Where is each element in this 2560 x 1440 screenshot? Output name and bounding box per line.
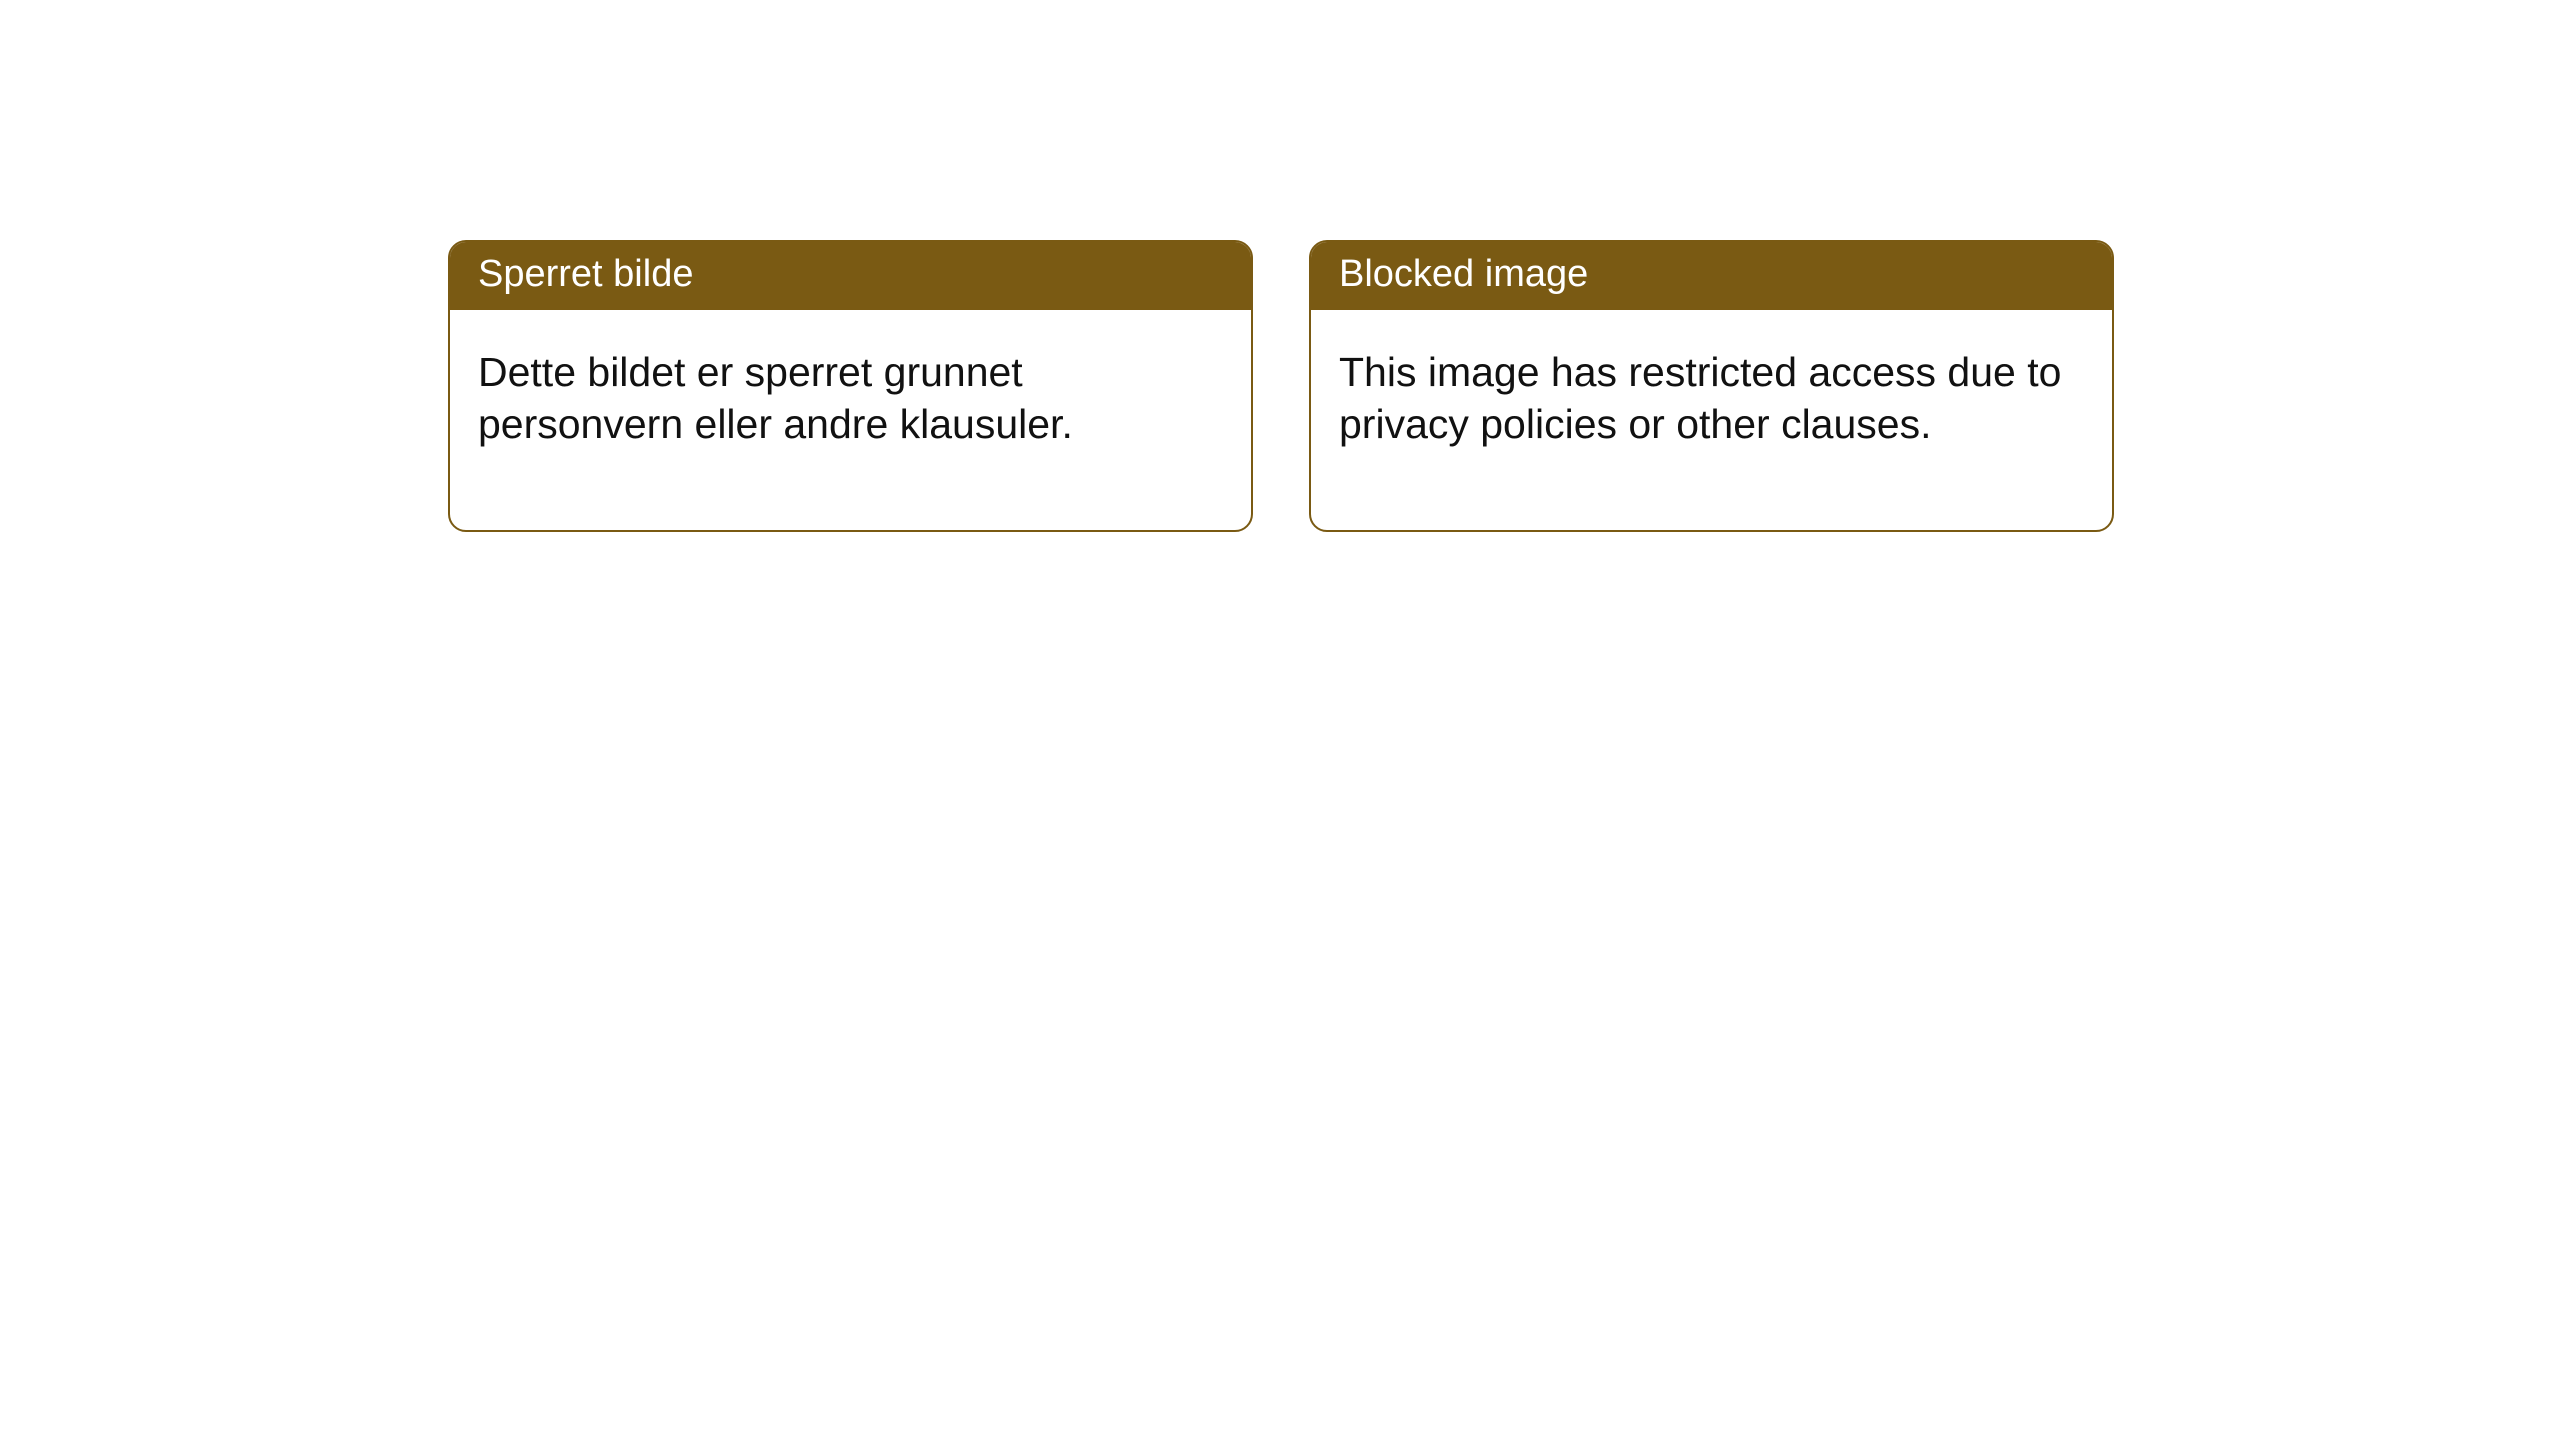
blocked-image-card-no: Sperret bilde Dette bildet er sperret gr… [448,240,1253,532]
blocked-image-cards: Sperret bilde Dette bildet er sperret gr… [448,240,2114,532]
card-title-no: Sperret bilde [450,242,1251,310]
card-body-no: Dette bildet er sperret grunnet personve… [450,310,1251,530]
card-body-en: This image has restricted access due to … [1311,310,2112,530]
blocked-image-card-en: Blocked image This image has restricted … [1309,240,2114,532]
card-title-en: Blocked image [1311,242,2112,310]
